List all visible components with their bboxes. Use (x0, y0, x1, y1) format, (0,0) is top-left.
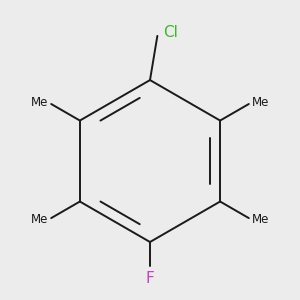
Text: F: F (146, 272, 154, 286)
Text: Me: Me (31, 213, 48, 226)
Text: Me: Me (252, 213, 269, 226)
Text: Me: Me (31, 96, 48, 109)
Text: Me: Me (252, 96, 269, 109)
Text: Cl: Cl (163, 25, 178, 40)
